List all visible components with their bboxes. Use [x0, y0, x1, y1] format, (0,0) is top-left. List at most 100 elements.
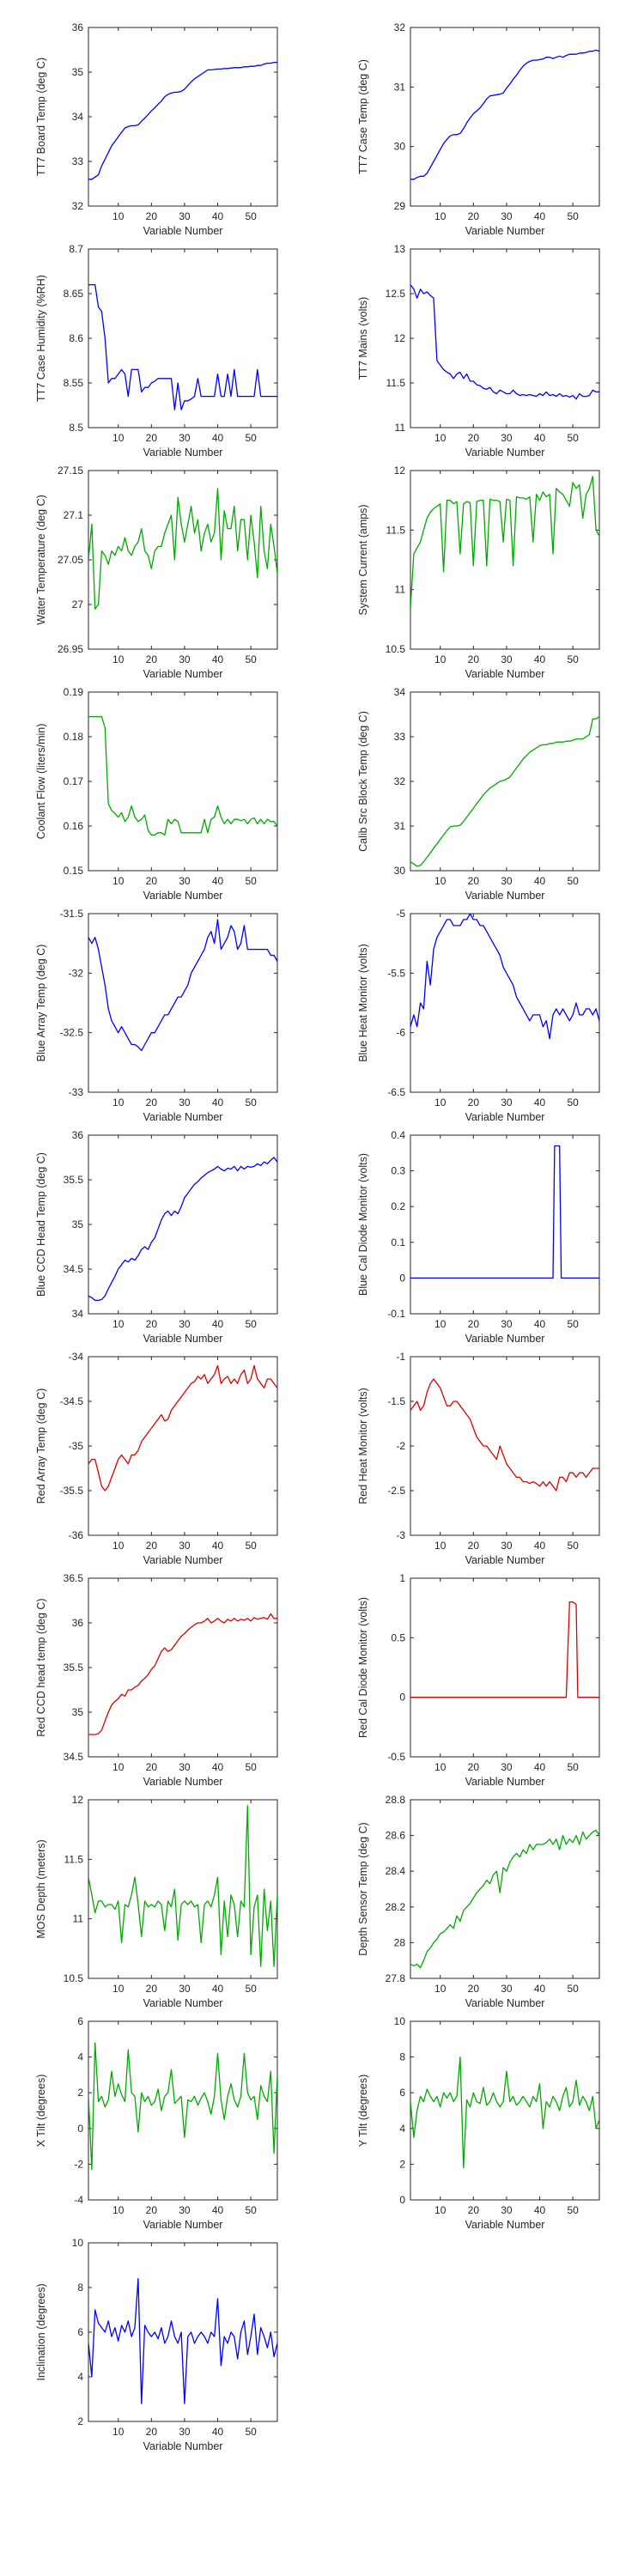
plot-frame [88, 2020, 278, 2201]
x-axis-label: Variable Number [143, 1111, 223, 1123]
plot-frame [88, 1134, 278, 1315]
plot-frame [410, 27, 600, 207]
y-tick-label: 11 [395, 422, 406, 434]
y-axis-label: TT7 Mains (volts) [357, 297, 369, 380]
y-tick-label: -1 [396, 1351, 405, 1363]
x-tick-label: 40 [534, 875, 546, 887]
x-tick-label: 20 [146, 1097, 158, 1109]
y-tick-label: -6.5 [387, 1086, 405, 1098]
plot-frame [88, 913, 278, 1093]
y-tick-label: 8.55 [64, 377, 84, 389]
y-tick-label: 27.1 [64, 509, 84, 521]
y-tick-label: 34.5 [64, 1751, 84, 1763]
y-axis-label: TT7 Case Humidity (%RH) [35, 275, 47, 402]
y-tick-label: 10.5 [64, 1972, 84, 1984]
x-tick-label: 50 [567, 1097, 579, 1109]
x-tick-label: 10 [112, 432, 125, 444]
series-line [88, 715, 277, 836]
y-tick-label: 28.6 [386, 1830, 406, 1842]
y-tick-label: -34 [69, 1351, 84, 1363]
y-tick-label: 4 [399, 2123, 405, 2135]
x-tick-label: 20 [146, 875, 158, 887]
x-tick-label: 20 [468, 1540, 480, 1552]
line-chart: 10 20 30 40 50 27.8 28 28.2 28.4 28.6 28.8 Variable… [357, 1794, 600, 2009]
y-tick-label: 34 [394, 686, 406, 698]
y-tick-label: -2.5 [387, 1485, 405, 1497]
y-axis-label: Inclination (degrees) [35, 2283, 47, 2380]
y-tick-label: 35 [72, 1218, 84, 1230]
x-tick-label: 10 [434, 210, 447, 222]
y-axis-label: X Tilt (degrees) [35, 2075, 47, 2148]
y-tick-label: 2 [77, 2087, 83, 2099]
series-line [410, 1829, 599, 1969]
y-tick-label: 0.5 [391, 1631, 405, 1643]
x-tick-label: 20 [468, 432, 480, 444]
y-axis-label: Blue CCD Head Temp (deg C) [35, 1152, 47, 1297]
chart-panel: 10 20 30 40 50 0.15 0.16 0.17 0.18 0.19 Variable N… [0, 683, 318, 905]
series-line [410, 716, 599, 867]
y-tick-label: 8 [399, 2051, 405, 2063]
series-line [88, 488, 277, 610]
line-chart: 10 20 30 40 50 -4 -2 0 2 4 6 Variable Number X Tilt … [35, 2015, 278, 2231]
plot-frame [410, 1134, 600, 1315]
y-tick-label: 0 [399, 1272, 405, 1284]
x-tick-label: 30 [179, 1983, 191, 1995]
x-tick-label: 50 [245, 1761, 257, 1773]
plot-frame [88, 1577, 278, 1758]
plot-frame [88, 248, 278, 428]
plot-frame [410, 691, 600, 872]
y-tick-label: -6 [396, 1027, 405, 1039]
x-tick-label: 50 [567, 210, 579, 222]
line-chart: 10 20 30 40 50 29 30 31 32 Variable Number TT7 Cas… [357, 21, 600, 237]
x-axis-label: Variable Number [143, 2440, 223, 2452]
y-tick-label: 0.18 [64, 731, 84, 743]
y-tick-label: 29 [394, 200, 406, 212]
line-chart: 10 20 30 40 50 34.5 35 35.5 36 36.5 Variable Numbe… [35, 1572, 278, 1788]
x-tick-label: 10 [434, 653, 447, 665]
x-axis-label: Variable Number [143, 225, 223, 237]
series-line [88, 61, 277, 180]
x-tick-label: 30 [501, 1983, 513, 1995]
y-tick-label: 11.5 [386, 524, 406, 536]
y-axis-label: Calib Src Block Temp (deg C) [357, 711, 369, 852]
y-tick-label: 6 [77, 2326, 83, 2338]
y-tick-label: 11 [395, 584, 406, 596]
x-axis-label: Variable Number [465, 1554, 545, 1566]
y-tick-label: 0 [77, 2123, 83, 2135]
x-tick-label: 20 [146, 1540, 158, 1552]
series-line [88, 919, 277, 1052]
x-tick-label: 40 [212, 1761, 224, 1773]
y-tick-label: 8 [77, 2281, 83, 2293]
y-tick-label: 35.5 [64, 1174, 84, 1186]
x-tick-label: 40 [534, 2204, 546, 2216]
y-tick-label: 31 [394, 820, 406, 832]
y-tick-label: 30 [394, 141, 406, 153]
y-tick-label: -4 [74, 2194, 83, 2206]
line-chart: 10 20 30 40 50 32 33 34 35 36 Variable Number TT7 B… [35, 21, 278, 237]
plot-frame [410, 248, 600, 428]
y-tick-label: 32 [72, 200, 84, 212]
y-tick-label: 11.5 [64, 1853, 84, 1865]
line-chart: 10 20 30 40 50 -0.1 0 0.1 0.2 0.3 0.4 Variable Numb… [357, 1129, 600, 1345]
y-tick-label: 6 [399, 2087, 405, 2099]
y-tick-label: 35 [72, 1706, 84, 1718]
x-axis-label: Variable Number [143, 1776, 223, 1788]
y-axis-label: TT7 Board Temp (deg C) [35, 58, 47, 176]
y-tick-label: -2 [74, 2158, 83, 2170]
y-tick-label: 33 [394, 731, 406, 743]
y-tick-label: -32.5 [60, 1027, 84, 1039]
line-chart: 10 20 30 40 50 -0.5 0 0.5 1 Variable Number Red Ca… [357, 1572, 600, 1788]
plot-frame [88, 691, 278, 872]
x-tick-label: 40 [212, 2204, 224, 2216]
x-tick-label: 40 [534, 210, 546, 222]
y-tick-label: 10.5 [386, 643, 406, 655]
x-tick-label: 50 [245, 2204, 257, 2216]
x-tick-label: 30 [179, 1540, 191, 1552]
y-tick-label: 6 [77, 2015, 83, 2027]
x-tick-label: 40 [534, 1318, 546, 1330]
chart-panel: 10 20 30 40 50 -33 -32.5 -32 -31.5 Variable Numbe… [0, 905, 318, 1127]
y-axis-label: MOS Depth (meters) [35, 1839, 47, 1938]
plot-frame [88, 2242, 278, 2422]
y-tick-label: 0.17 [64, 775, 84, 787]
